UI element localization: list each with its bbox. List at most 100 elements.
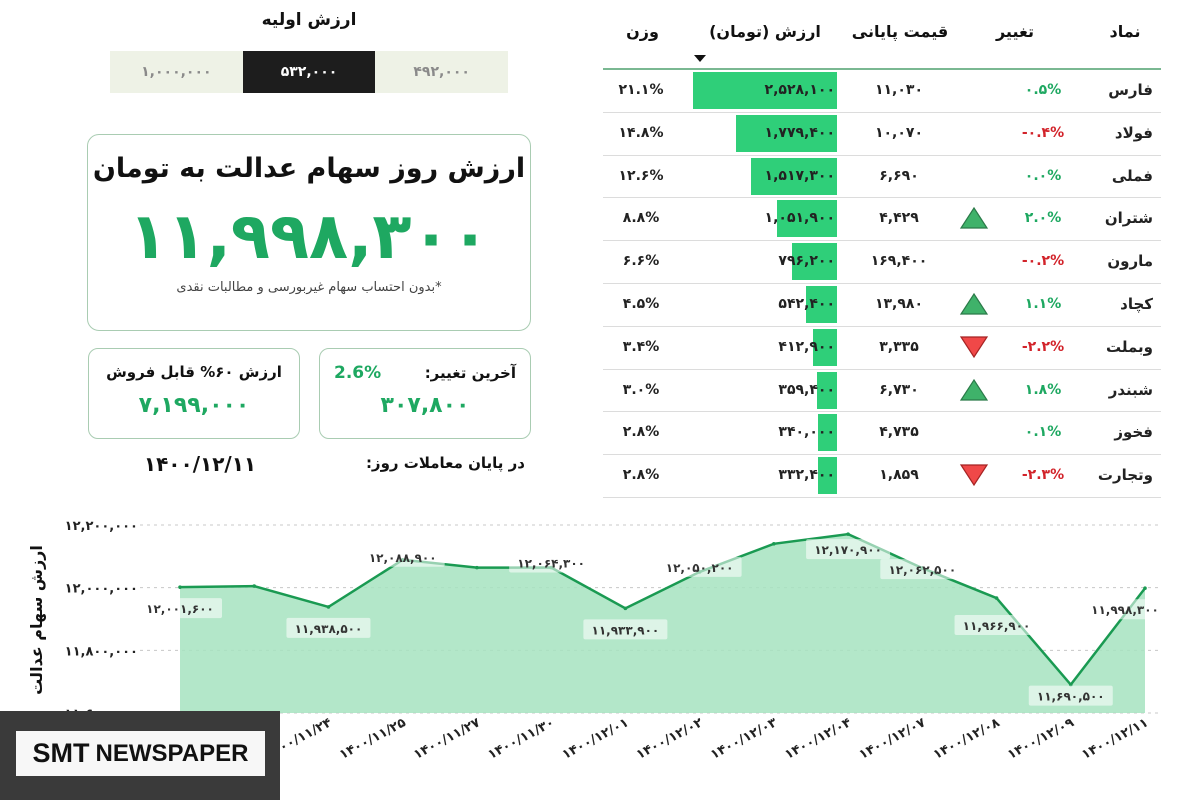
- data-point: [326, 605, 331, 609]
- cell-close-price: ۱۶۹,۴۰۰: [870, 253, 928, 270]
- data-point: [178, 585, 182, 589]
- table-row[interactable]: وتجارت -۲.۳% ۱,۸۵۹ ۳۳۲,۴۰۰ ۲.۸%: [603, 454, 1161, 497]
- triangle-down-icon: [957, 326, 991, 369]
- value-bar: [816, 371, 837, 409]
- table-row[interactable]: فولاد -۰.۴% ۱۰,۰۷۰ ۱,۷۷۹,۴۰۰ ۱۴.۸%: [603, 112, 1161, 155]
- header-value[interactable]: ارزش (تومان): [709, 22, 821, 41]
- data-label-bg: [509, 552, 594, 573]
- data-label: ۱۱,۶۹۰,۵۰۰: [1037, 690, 1105, 704]
- cell-value: ۴۱۲,۹۰۰: [778, 338, 835, 355]
- cell-arrow-empty: [957, 240, 991, 283]
- header-weight[interactable]: وزن: [626, 22, 659, 41]
- watermark-newspaper: NEWSPAPER: [95, 739, 249, 767]
- row-divider: [603, 368, 1161, 370]
- cell-value-bar: ۳۴۰,۰۰۰: [693, 411, 837, 454]
- cell-symbol: کچاد: [1120, 295, 1153, 313]
- row-divider: [603, 325, 1161, 327]
- data-point: [994, 596, 999, 600]
- initial-value-title: ارزش اولیه: [261, 10, 357, 30]
- cell-symbol: مارون: [1107, 252, 1153, 271]
- initial-option-492000[interactable]: ۴۹۲,۰۰۰: [375, 51, 509, 93]
- cell-close-price: ۶,۶۹۰: [879, 167, 919, 184]
- data-label: ۱۲,۰۵۰,۲۰۰: [666, 561, 734, 575]
- cell-symbol: شتران: [1104, 209, 1153, 228]
- cell-change: -۰.۲%: [1021, 253, 1065, 270]
- cell-symbol: وبملت: [1105, 337, 1153, 356]
- cell-value: ۲,۵۲۸,۱۰۰: [764, 82, 835, 98]
- data-label: ۱۲,۰۶۴,۳۰۰: [517, 557, 585, 571]
- cell-close-price: ۱۱,۰۳۰: [874, 82, 924, 98]
- table-row[interactable]: فخوز ۰.۱% ۴,۷۳۵ ۳۴۰,۰۰۰ ۲.۸%: [603, 411, 1161, 454]
- table-row[interactable]: شبندر ۱.۸% ۶,۷۳۰ ۳۵۹,۴۰۰ ۳.۰%: [603, 369, 1161, 412]
- data-label-bg: [880, 559, 965, 580]
- row-divider: [603, 197, 1161, 199]
- watermark-logo: SMT NEWSPAPER: [16, 731, 265, 776]
- value-bar: [817, 414, 837, 452]
- watermark-smt: SMT: [32, 738, 90, 768]
- data-point: [475, 565, 479, 570]
- table-row[interactable]: مارون -۰.۲% ۱۶۹,۴۰۰ ۷۹۶,۲۰۰ ۶.۶%: [603, 240, 1161, 283]
- data-label-bg: [954, 615, 1039, 636]
- table-row[interactable]: وبملت -۲.۲% ۳,۳۳۵ ۴۱۲,۹۰۰ ۳.۴%: [603, 326, 1161, 369]
- cell-weight: ۳.۴%: [622, 338, 660, 355]
- cell-weight: ۲.۸%: [622, 424, 660, 441]
- value-bar: [777, 200, 837, 238]
- last-change-value: ۳۰۷,۸۰۰: [380, 393, 470, 418]
- daily-value: ۱۱,۹۹۸,۳۰۰: [128, 200, 490, 274]
- cell-change: ۱.۸%: [1024, 381, 1062, 398]
- header-symbol[interactable]: نماد: [1109, 22, 1141, 41]
- x-tick-label: ۱۴۰۰/۱۲/۰۳: [708, 715, 780, 763]
- cell-close-price: ۳,۳۳۵: [879, 338, 919, 355]
- sort-desc-icon[interactable]: [694, 55, 706, 62]
- row-divider: [603, 283, 1161, 284]
- cell-symbol: فخوز: [1114, 423, 1153, 442]
- value-bar: [693, 72, 837, 109]
- header-change[interactable]: تغییر: [995, 22, 1035, 41]
- x-tick-label: ۱۴۰۰/۱۱/۲۷: [411, 715, 483, 763]
- data-point: [1143, 586, 1147, 590]
- cell-change: -۲.۳%: [1021, 467, 1065, 484]
- cell-value: ۳۵۹,۴۰۰: [778, 381, 835, 398]
- table-row[interactable]: کچاد ۱.۱% ۱۳,۹۸۰ ۵۴۲,۴۰۰ ۴.۵%: [603, 283, 1161, 326]
- x-tick-label: ۱۴۰۰/۱۲/۰۸: [931, 715, 1003, 763]
- cell-arrow-empty: [957, 411, 991, 454]
- data-label: ۱۱,۹۶۶,۹۰۰: [963, 619, 1031, 633]
- table-row[interactable]: فارس ۰.۵% ۱۱,۰۳۰ ۲,۵۲۸,۱۰۰ ۲۱.۱%: [603, 69, 1161, 112]
- table-row[interactable]: شتران ۲.۰% ۴,۴۲۹ ۱,۰۵۱,۹۰۰ ۸.۸%: [603, 197, 1161, 240]
- cell-change: -۲.۲%: [1021, 338, 1065, 355]
- value-bar: [806, 286, 837, 323]
- data-point: [846, 532, 850, 536]
- x-tick-label: ۱۴۰۰/۱۱/۲۵: [337, 715, 409, 763]
- cell-change: ۰.۱%: [1024, 424, 1062, 441]
- value-bar: [735, 114, 837, 152]
- value-bar: [818, 457, 837, 495]
- sellable-value-card: ارزش ۶۰% قابل فروش ۷,۱۹۹,۰۰۰: [88, 348, 300, 439]
- last-change-percent: 2.6%: [334, 363, 382, 383]
- value-bar: [791, 243, 837, 281]
- initial-option-532000[interactable]: ۵۳۲,۰۰۰: [242, 51, 376, 93]
- triangle-up-icon: [957, 197, 991, 240]
- cell-weight: ۲.۸%: [622, 467, 660, 484]
- data-label-bg: [360, 546, 445, 567]
- data-label-bg: [138, 598, 222, 619]
- cell-arrow-empty: [957, 112, 991, 155]
- data-point: [772, 542, 776, 546]
- triangle-down-icon: [957, 454, 991, 497]
- data-label-bg: [286, 617, 371, 638]
- cell-value: ۵۴۲,۴۰۰: [778, 296, 835, 312]
- cell-value: ۷۹۶,۲۰۰: [778, 253, 835, 270]
- data-label: ۱۱,۹۳۳,۹۰۰: [592, 623, 660, 637]
- cell-value: ۳۳۲,۴۰۰: [778, 467, 835, 484]
- table-row[interactable]: فملی ۰.۰% ۶,۶۹۰ ۱,۵۱۷,۳۰۰ ۱۲.۶%: [603, 155, 1161, 198]
- data-label-bg: [1028, 685, 1113, 706]
- cell-close-price: ۴,۴۲۹: [879, 210, 919, 227]
- row-divider: [603, 411, 1161, 413]
- cell-value-bar: ۷۹۶,۲۰۰: [693, 240, 837, 283]
- cell-symbol: فارس: [1108, 81, 1153, 99]
- cell-change: ۱.۱%: [1024, 296, 1062, 312]
- cell-close-price: ۶,۷۳۰: [879, 381, 919, 398]
- x-tick-label: ۱۴۰۰/۱۱/۳۰: [486, 715, 557, 763]
- data-point: [623, 606, 628, 611]
- initial-option-1000000[interactable]: ۱,۰۰۰,۰۰۰: [110, 51, 243, 93]
- header-close-price[interactable]: قیمت پایانی: [851, 22, 949, 41]
